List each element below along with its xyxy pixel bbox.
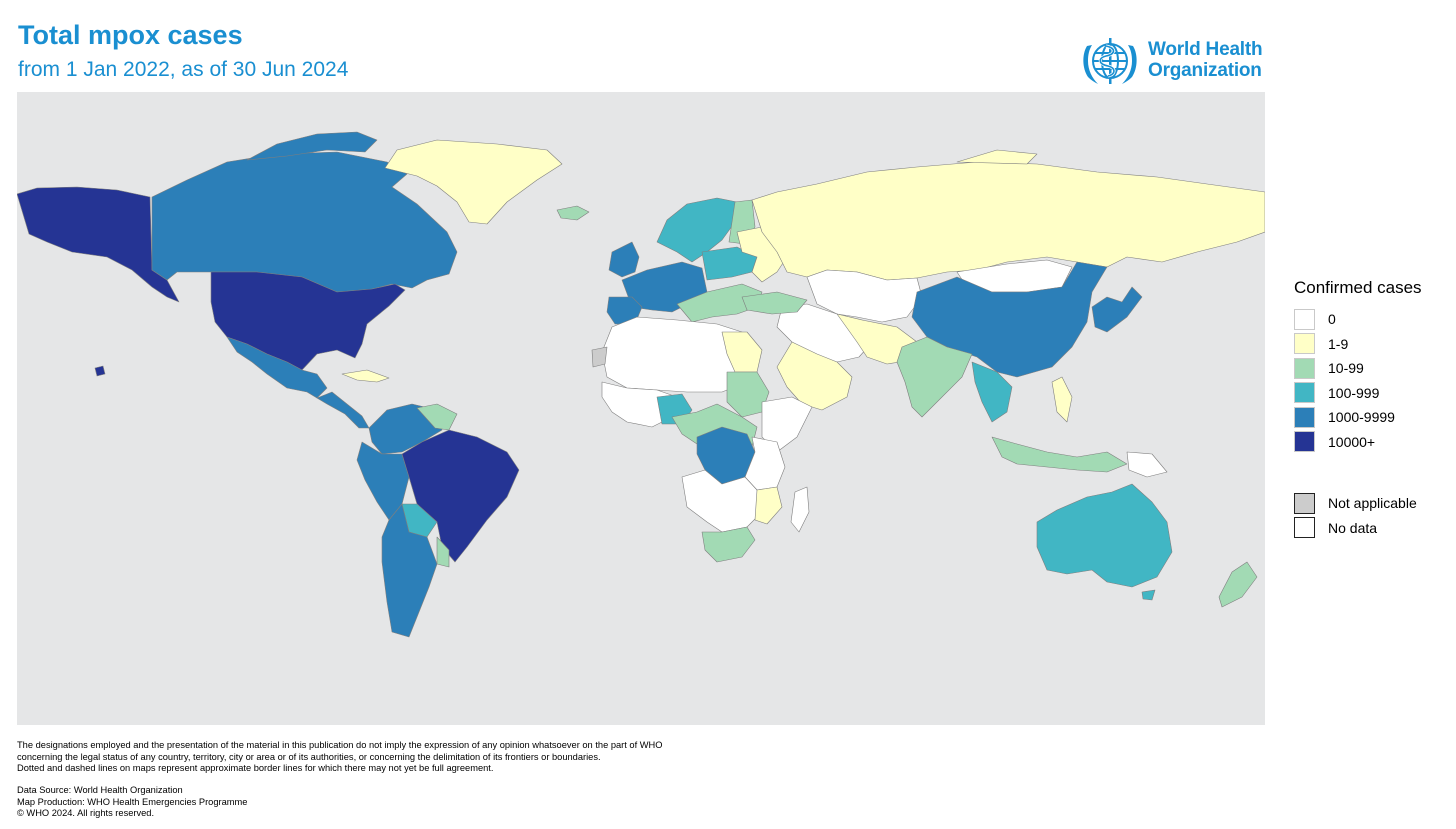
region-canada-arctic-islands: [246, 131, 378, 161]
map-legend: Confirmed cases 0 1-9 10-99 100-999 1000…: [1294, 278, 1454, 454]
legend-item-10-99: 10-99: [1294, 356, 1454, 381]
region-guianas: [416, 403, 458, 431]
region-western-sahara: [591, 346, 608, 368]
region-turkey: [741, 291, 808, 315]
region-india: [896, 336, 973, 418]
disclaimer-line: Dotted and dashed lines on maps represen…: [17, 763, 494, 774]
region-southeast-asia: [971, 361, 1013, 423]
region-indonesia: [991, 436, 1128, 473]
map-production-line: Map Production: WHO Health Emergencies P…: [17, 796, 248, 807]
region-paraguay-uruguay: [436, 536, 450, 568]
region-png: [1126, 451, 1168, 478]
region-caribbean: [341, 369, 390, 383]
who-logo-line2: Organization: [1148, 60, 1262, 81]
legend-label-0: 0: [1328, 311, 1336, 328]
region-uk-ireland: [608, 241, 640, 278]
legend-item-10000-plus: 10000+: [1294, 430, 1454, 455]
region-central-america: [316, 391, 370, 429]
legend-label-10-99: 10-99: [1328, 360, 1364, 377]
region-russia: [751, 161, 1266, 281]
legend-label-no-data: No data: [1328, 519, 1378, 536]
disclaimer-line: concerning the legal status of any count…: [17, 751, 601, 762]
legend-label-10000-plus: 10000+: [1328, 433, 1376, 450]
region-canada: [151, 151, 458, 293]
region-argentina-chile: [381, 503, 438, 638]
region-madagascar: [790, 486, 810, 533]
region-new-zealand: [1218, 561, 1258, 608]
map-legend-extra: Not applicable No data: [1294, 491, 1417, 540]
region-philippines: [1051, 376, 1073, 423]
region-australia: [1036, 483, 1173, 588]
who-logo-text: World Health Organization: [1148, 39, 1263, 81]
map-credits: Data Source: World Health Organization M…: [17, 785, 247, 820]
region-tasmania: [1141, 589, 1156, 601]
who-emblem-icon: [1083, 38, 1137, 84]
region-colombia-venezuela: [368, 403, 443, 455]
region-mozambique: [754, 486, 783, 525]
map-subtitle: from 1 Jan 2022, as of 30 Jun 2024: [18, 58, 349, 81]
region-arabia: [776, 341, 853, 411]
region-hawaii: [94, 365, 106, 377]
region-south-africa: [701, 526, 756, 563]
legend-swatch-10-99: [1294, 357, 1315, 379]
legend-swatch-0: [1294, 308, 1315, 330]
copyright-line: © WHO 2024. All rights reserved.: [17, 808, 155, 819]
legend-label-1000-9999: 1000-9999: [1328, 409, 1395, 426]
legend-item-not-applicable: Not applicable: [1294, 491, 1417, 516]
legend-title: Confirmed cases: [1294, 278, 1422, 297]
legend-swatch-10000-plus: [1294, 431, 1315, 453]
world-map-canvas: [16, 131, 1266, 638]
world-map: [16, 92, 1266, 725]
disclaimer-line: The designations employed and the presen…: [17, 740, 663, 750]
legend-item-100-999: 100-999: [1294, 381, 1454, 406]
data-source-line: Data Source: World Health Organization: [17, 785, 183, 795]
legend-swatch-100-999: [1294, 382, 1315, 404]
legend-item-0: 0: [1294, 307, 1454, 332]
legend-label-1-9: 1-9: [1328, 335, 1349, 352]
who-logo: World Health Organization: [1078, 32, 1268, 90]
region-iceland: [556, 205, 590, 221]
legend-swatch-1000-9999: [1294, 406, 1315, 428]
legend-label-100-999: 100-999: [1328, 384, 1380, 401]
map-title: Total mpox cases: [18, 20, 243, 50]
legend-item-1000-9999: 1000-9999: [1294, 405, 1454, 430]
region-russia-arctic: [956, 149, 1038, 165]
region-korea-japan: [1091, 286, 1143, 333]
region-mexico: [226, 336, 328, 399]
legend-item-1-9: 1-9: [1294, 332, 1454, 357]
region-greenland: [384, 139, 563, 225]
legend-swatch-not-applicable: [1294, 492, 1315, 514]
legend-item-no-data: No data: [1294, 516, 1417, 541]
legend-swatch-1-9: [1294, 333, 1315, 355]
map-disclaimer: The designations employed and the presen…: [17, 740, 662, 775]
legend-swatch-no-data: [1294, 517, 1315, 539]
region-alaska: [16, 186, 180, 303]
region-horn-of-africa: [761, 396, 813, 453]
who-logo-line1: World Health: [1148, 39, 1263, 60]
legend-label-not-applicable: Not applicable: [1328, 495, 1417, 512]
